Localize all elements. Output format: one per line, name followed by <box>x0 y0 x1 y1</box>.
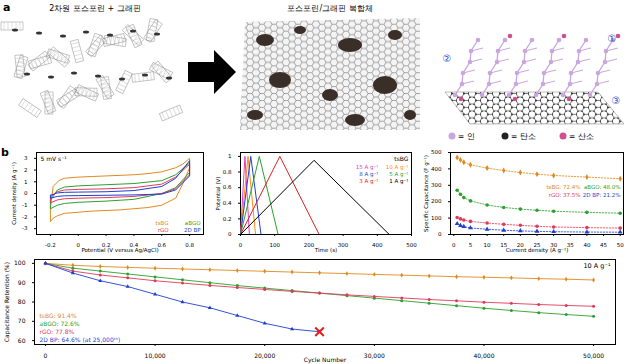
svg-text:Potential (V versus Ag/AgCl): Potential (V versus Ag/AgCl) <box>81 247 158 254</box>
svg-text:b: b <box>1 146 9 159</box>
svg-text:100: 100 <box>14 259 26 266</box>
svg-text:Specific Capacitance (F g⁻¹): Specific Capacitance (F g⁻¹) <box>423 155 430 232</box>
svg-text:15 A g⁻¹: 15 A g⁻¹ <box>356 164 379 171</box>
svg-text:60: 60 <box>18 337 26 344</box>
svg-text:-1: -1 <box>22 202 27 208</box>
svg-text:8 A g⁻¹: 8 A g⁻¹ <box>359 171 378 178</box>
svg-text:0: 0 <box>24 190 28 196</box>
svg-text:3 A g⁻¹: 3 A g⁻¹ <box>359 178 378 185</box>
svg-text:-2: -2 <box>22 214 27 220</box>
svg-text:tsBG: 91.4%: tsBG: 91.4% <box>40 312 77 319</box>
svg-text:300: 300 <box>338 242 349 248</box>
svg-text:80: 80 <box>18 298 26 305</box>
svg-text:1: 1 <box>228 153 232 159</box>
svg-text:tsBG: tsBG <box>394 155 408 162</box>
svg-text:400: 400 <box>431 166 442 172</box>
svg-text:-0.2: -0.2 <box>45 242 56 248</box>
svg-text:30,000: 30,000 <box>364 352 385 359</box>
svg-text:10,000: 10,000 <box>145 352 166 359</box>
svg-text:Potential (V): Potential (V) <box>215 177 221 211</box>
svg-text:200: 200 <box>431 198 442 204</box>
svg-text:= 탄소: = 탄소 <box>511 132 536 141</box>
svg-text:aBGO: 48.0%: aBGO: 48.0% <box>584 184 621 190</box>
svg-text:tsBG: tsBG <box>156 220 169 226</box>
svg-text:300: 300 <box>431 182 442 188</box>
svg-text:-3: -3 <box>22 225 28 231</box>
svg-text:500: 500 <box>406 242 417 248</box>
svg-text:2: 2 <box>24 167 28 173</box>
svg-text:= 인: = 인 <box>458 132 475 141</box>
svg-text:0: 0 <box>452 242 456 248</box>
svg-text:70: 70 <box>18 317 26 324</box>
svg-text:200: 200 <box>304 242 315 248</box>
svg-text:25: 25 <box>533 242 541 249</box>
svg-text:rGO: rGO <box>158 227 170 233</box>
svg-text:10: 10 <box>484 242 491 248</box>
svg-text:Current density (A g⁻¹): Current density (A g⁻¹) <box>506 247 569 254</box>
svg-text:20,000: 20,000 <box>254 352 275 359</box>
svg-text:400: 400 <box>372 242 383 248</box>
svg-text:= 산소: = 산소 <box>569 132 594 141</box>
svg-text:10 A g⁻¹: 10 A g⁻¹ <box>386 164 409 171</box>
svg-text:0.4: 0.4 <box>223 200 232 206</box>
svg-text:①: ① <box>608 33 617 44</box>
svg-text:30: 30 <box>550 242 558 249</box>
svg-text:5 A g⁻¹: 5 A g⁻¹ <box>389 171 408 178</box>
svg-text:2D BP: 64.6% (at 25,000ᵗʰ): 2D BP: 64.6% (at 25,000ᵗʰ) <box>40 336 121 343</box>
svg-text:5: 5 <box>469 242 473 248</box>
svg-text:aBGO: 72.6%: aBGO: 72.6% <box>40 320 80 327</box>
svg-text:90: 90 <box>18 279 26 286</box>
svg-text:0.6: 0.6 <box>157 242 166 248</box>
svg-text:0: 0 <box>239 242 243 248</box>
svg-text:40,000: 40,000 <box>473 352 494 359</box>
svg-text:0.8: 0.8 <box>223 169 232 175</box>
svg-text:100: 100 <box>269 242 280 248</box>
svg-text:Time (s): Time (s) <box>314 247 337 253</box>
svg-text:2D BP: 2D BP <box>184 227 201 233</box>
svg-text:②: ② <box>443 53 452 64</box>
svg-text:35: 35 <box>566 242 574 249</box>
svg-text:5 mV s⁻¹: 5 mV s⁻¹ <box>41 155 68 162</box>
svg-text:2D BP: 21.2%: 2D BP: 21.2% <box>583 192 621 198</box>
svg-text:0: 0 <box>438 231 442 237</box>
svg-text:1 A g⁻¹: 1 A g⁻¹ <box>389 178 408 185</box>
svg-text:a: a <box>3 1 10 14</box>
svg-text:Current density (A g⁻¹): Current density (A g⁻¹) <box>11 162 18 225</box>
svg-text:0.8: 0.8 <box>185 242 194 248</box>
svg-text:0: 0 <box>44 352 48 359</box>
svg-text:45: 45 <box>600 242 607 248</box>
svg-text:rGO: 77.8%: rGO: 77.8% <box>40 328 75 335</box>
svg-text:500: 500 <box>431 149 442 155</box>
svg-text:0.2: 0.2 <box>223 216 232 222</box>
svg-text:0.2: 0.2 <box>101 242 111 249</box>
svg-text:3: 3 <box>24 155 28 161</box>
svg-text:0: 0 <box>77 242 81 248</box>
svg-text:0.6: 0.6 <box>223 184 232 190</box>
svg-text:50,000: 50,000 <box>583 352 604 359</box>
svg-text:0: 0 <box>228 231 232 237</box>
svg-text:tsBG: 72.4%: tsBG: 72.4% <box>546 184 580 190</box>
svg-text:③: ③ <box>612 95 621 106</box>
svg-text:포스포린/그래핀 복합체: 포스포린/그래핀 복합체 <box>287 4 372 13</box>
svg-text:100: 100 <box>431 215 442 221</box>
svg-text:15: 15 <box>500 242 508 249</box>
svg-text:20: 20 <box>516 242 524 249</box>
svg-text:10 A g⁻¹: 10 A g⁻¹ <box>583 262 610 270</box>
svg-text:0.4: 0.4 <box>129 242 139 249</box>
svg-text:50: 50 <box>617 242 624 248</box>
svg-text:1: 1 <box>24 179 28 185</box>
svg-text:Cycle Number: Cycle Number <box>304 356 347 364</box>
svg-text:Capacitance Retention (%): Capacitance Retention (%) <box>3 262 11 342</box>
svg-text:aBGO: aBGO <box>185 220 201 226</box>
svg-text:rGO: 37.5%: rGO: 37.5% <box>549 192 581 198</box>
svg-text:2차원 포스포린 + 그래핀: 2차원 포스포린 + 그래핀 <box>49 4 140 13</box>
svg-text:40: 40 <box>583 242 590 248</box>
